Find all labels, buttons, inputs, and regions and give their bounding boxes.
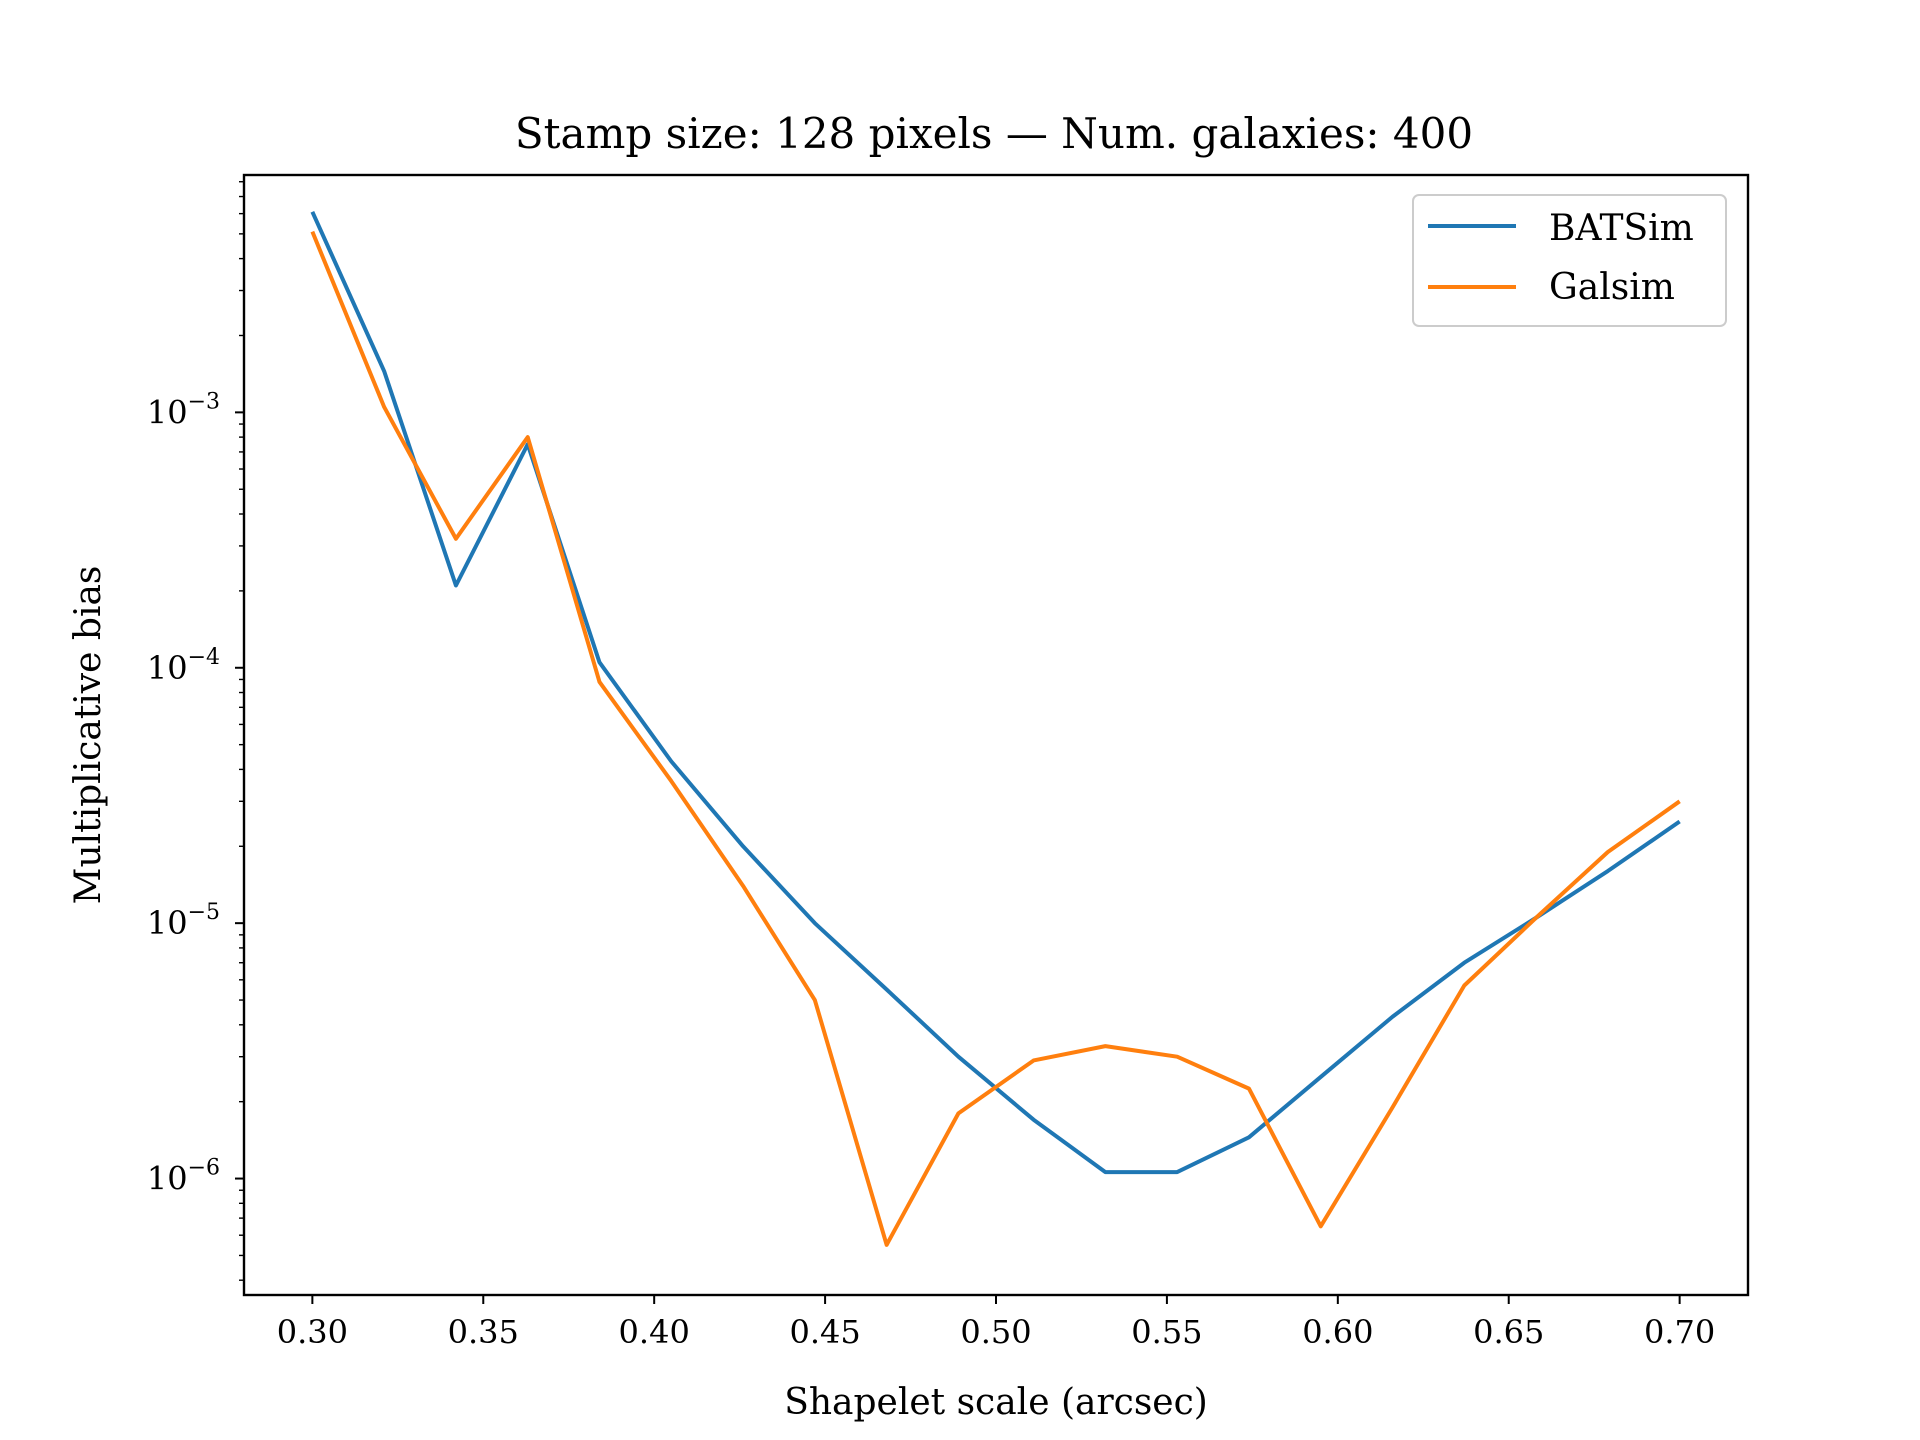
y-tick-label: 10−4: [147, 645, 220, 687]
legend: BATSim Galsim: [1412, 194, 1727, 327]
legend-label-galsim: Galsim: [1549, 267, 1675, 308]
y-axis: 10−6 10−5 10−4 10−3: [147, 181, 244, 1281]
x-tick-label: 0.50: [960, 1313, 1031, 1351]
x-tick-label: 0.55: [1131, 1313, 1202, 1351]
y-tick-label: 10−3: [147, 389, 220, 431]
y-axis-label: Multiplicative bias: [68, 566, 109, 905]
x-tick-label: 0.65: [1473, 1313, 1544, 1351]
x-tick-label: 0.35: [448, 1313, 519, 1351]
x-tick-label: 0.60: [1302, 1313, 1373, 1351]
series-line-galsim: [310, 230, 1681, 1247]
chart-title: Stamp size: 128 pixels — Num. galaxies: …: [515, 109, 1473, 158]
x-tick-label: 0.40: [619, 1313, 690, 1351]
x-axis-label: Shapelet scale (arcsec): [784, 1382, 1208, 1423]
y-tick-label: 10−6: [147, 1156, 220, 1198]
x-axis: 0.30 0.35 0.40 0.45 0.50 0.55 0.60 0.65 0.70: [277, 1295, 1715, 1351]
y-tick-label: 10−5: [147, 900, 220, 942]
legend-label-batsim: BATSim: [1549, 208, 1694, 249]
x-tick-label: 0.70: [1644, 1313, 1715, 1351]
x-tick-label: 0.30: [277, 1313, 348, 1351]
series-layer: [310, 210, 1681, 1247]
x-tick-label: 0.45: [789, 1313, 860, 1351]
